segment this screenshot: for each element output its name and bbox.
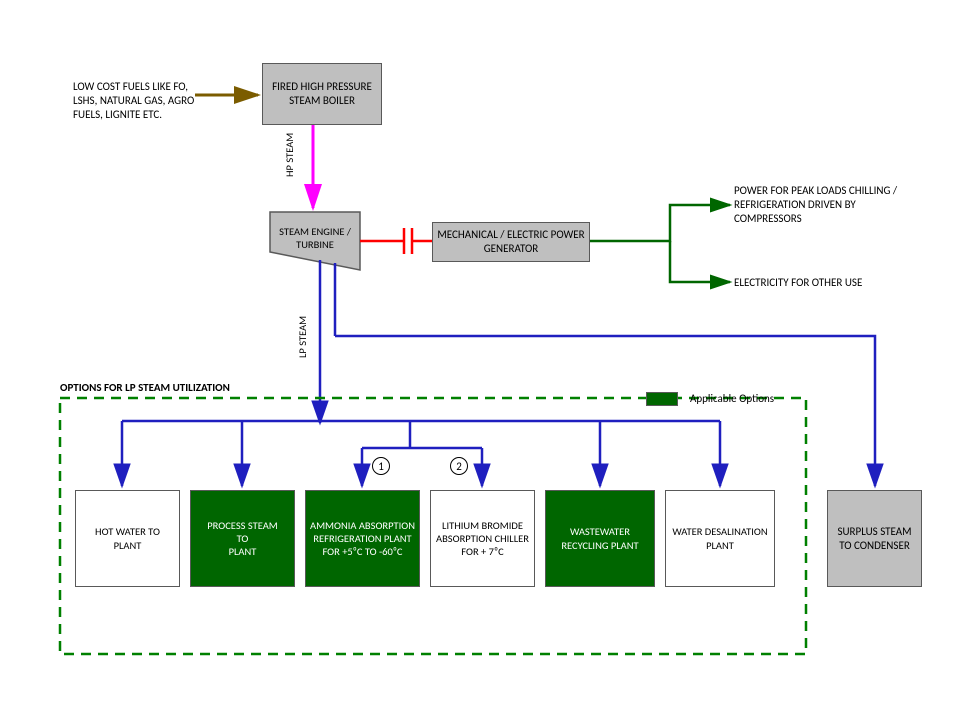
circle-2-text: 2 — [456, 460, 462, 473]
option-processSteam-text: PROCESS STEAM TO PLANT — [207, 519, 278, 558]
option-hotWater: HOT WATER TO PLANT — [75, 490, 180, 587]
boiler-box: FIRED HIGH PRESSURE STEAM BOILER — [262, 63, 382, 125]
option-waterDesal-text: WATER DESALINATION PLANT — [670, 525, 770, 551]
electricity-other-text: ELECTRICITY FOR OTHER USE — [734, 276, 862, 289]
lp-steam-text: LP STEAM — [296, 316, 309, 358]
option-ammonia-text: AMMONIA ABSORPTION REFRIGERATION PLANT F… — [310, 519, 415, 558]
options-title: OPTIONS FOR LP STEAM UTILIZATION — [60, 381, 230, 395]
legend-label: Applicable Options — [690, 392, 774, 406]
generator-text: MECHANICAL / ELECTRIC POWER GENERATOR — [437, 228, 585, 256]
generator-box: MECHANICAL / ELECTRIC POWER GENERATOR — [432, 222, 590, 262]
options-title-text: OPTIONS FOR LP STEAM UTILIZATION — [60, 381, 230, 394]
circle-1-text: 1 — [378, 460, 384, 473]
power-peak-text: POWER FOR PEAK LOADS CHILLING / REFRIGER… — [734, 184, 897, 225]
hp-steam-label: HP STEAM — [283, 133, 296, 177]
electricity-other-label: ELECTRICITY FOR OTHER USE — [734, 276, 914, 290]
surplus-box: SURPLUS STEAM TO CONDENSER — [827, 490, 922, 587]
option-waterDesal: WATER DESALINATION PLANT — [665, 490, 775, 587]
option-ammonia: AMMONIA ABSORPTION REFRIGERATION PLANT F… — [305, 490, 420, 587]
legend-text: Applicable Options — [690, 392, 774, 405]
lp-steam-label: LP STEAM — [296, 316, 309, 358]
circle-1: 1 — [372, 457, 390, 475]
option-wastewater: WASTEWATER RECYCLING PLANT — [545, 490, 655, 587]
fuels-label: LOW COST FUELS LIKE FO, LSHS, NATURAL GA… — [73, 80, 203, 121]
circle-2: 2 — [450, 457, 468, 475]
option-wastewater-text: WASTEWATER RECYCLING PLANT — [550, 525, 650, 551]
option-processSteam: PROCESS STEAM TO PLANT — [190, 490, 295, 587]
option-libr: LITHIUM BROMIDE ABSORPTION CHILLER FOR +… — [430, 490, 535, 587]
option-hotWater-text: HOT WATER TO PLANT — [95, 525, 160, 551]
legend-swatch — [646, 392, 678, 406]
hp-steam-text: HP STEAM — [283, 133, 296, 177]
boiler-text: FIRED HIGH PRESSURE STEAM BOILER — [267, 80, 377, 108]
surplus-text: SURPLUS STEAM TO CONDENSER — [837, 525, 911, 553]
fuels-label-text: LOW COST FUELS LIKE FO, LSHS, NATURAL GA… — [73, 80, 194, 121]
option-libr-text: LITHIUM BROMIDE ABSORPTION CHILLER FOR +… — [435, 519, 530, 558]
power-peak-label: POWER FOR PEAK LOADS CHILLING / REFRIGER… — [734, 184, 909, 225]
